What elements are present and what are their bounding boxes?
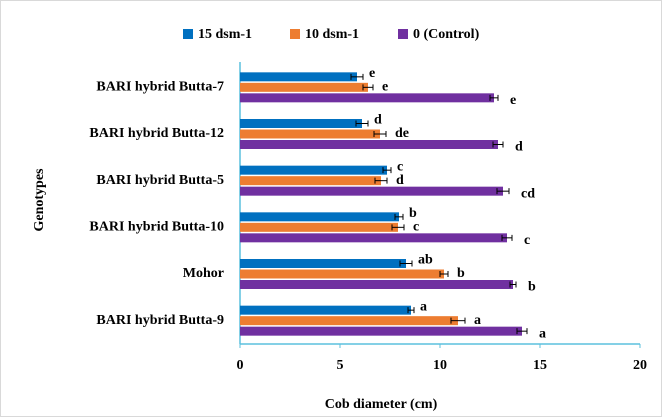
bar (240, 269, 444, 279)
significance-label: cd (521, 186, 535, 201)
y-tick-label: BARI hybrid Butta-5 (96, 173, 224, 188)
error-bar (394, 213, 404, 220)
error-bar (362, 84, 374, 91)
bar (240, 233, 507, 243)
bar (240, 259, 406, 268)
error-bar (391, 224, 405, 231)
legend-label: 10 dsm-1 (305, 27, 359, 42)
x-tick-label: 20 (633, 358, 647, 373)
significance-label: e (382, 80, 388, 95)
bar (240, 119, 362, 128)
x-axis-label: Cob diameter (cm) (325, 397, 438, 412)
error-bar (489, 94, 499, 101)
significance-label: a (420, 299, 427, 314)
significance-label: e (510, 93, 516, 108)
error-bar (373, 131, 387, 137)
legend-label: 15 dsm-1 (198, 27, 252, 42)
legend-swatch (290, 29, 300, 39)
bar (240, 212, 399, 222)
bar (240, 165, 387, 175)
significance-label: d (515, 140, 523, 155)
error-bar (516, 328, 528, 335)
bar (240, 129, 380, 139)
error-bar (509, 281, 517, 288)
error-bar (492, 141, 504, 148)
x-tick-label: 5 (337, 358, 344, 373)
significance-label: d (374, 113, 382, 128)
bar (240, 140, 498, 149)
y-tick-label: BARI hybrid Butta-9 (96, 313, 224, 328)
significance-label: a (539, 326, 546, 341)
significance-label: ab (418, 253, 433, 268)
significance-label: c (413, 220, 419, 235)
significance-label: c (397, 159, 403, 174)
legend-swatch (183, 29, 193, 39)
error-bar (496, 188, 510, 195)
significance-label: a (474, 313, 481, 328)
significance-label: de (395, 126, 409, 141)
y-axis-label: Genotypes (32, 168, 47, 232)
error-bar (450, 317, 466, 324)
y-tick-label: Mohor (183, 266, 224, 281)
y-tick-label: BARI hybrid Butta-10 (89, 220, 224, 235)
error-bar (399, 260, 413, 267)
significance-label: b (528, 280, 536, 295)
significance-label: c (524, 233, 530, 248)
significance-label: e (369, 66, 375, 81)
error-bar (501, 234, 513, 241)
error-bar (374, 177, 388, 184)
y-tick-label: BARI hybrid Butta-12 (89, 126, 224, 141)
legend-swatch (398, 29, 408, 39)
bar (240, 222, 398, 232)
x-tick-label: 10 (433, 358, 447, 373)
error-bar (382, 167, 392, 174)
bar (240, 176, 381, 186)
x-tick-label: 0 (237, 358, 244, 373)
error-bar (355, 120, 369, 127)
significance-label: b (409, 206, 417, 221)
bar (240, 326, 522, 336)
bar (240, 82, 368, 92)
y-tick-label: BARI hybrid Butta-7 (96, 80, 224, 95)
bar (240, 93, 494, 103)
error-bar (350, 73, 364, 80)
bar (240, 316, 458, 326)
bar (240, 305, 411, 315)
error-bar (439, 271, 449, 277)
x-tick-label: 15 (533, 358, 547, 373)
significance-label: b (457, 266, 465, 281)
bar (240, 280, 513, 289)
significance-label: d (396, 173, 404, 188)
legend-label: 0 (Control) (413, 27, 480, 42)
bar (240, 72, 357, 82)
bar (240, 186, 503, 196)
error-bar (407, 307, 415, 314)
